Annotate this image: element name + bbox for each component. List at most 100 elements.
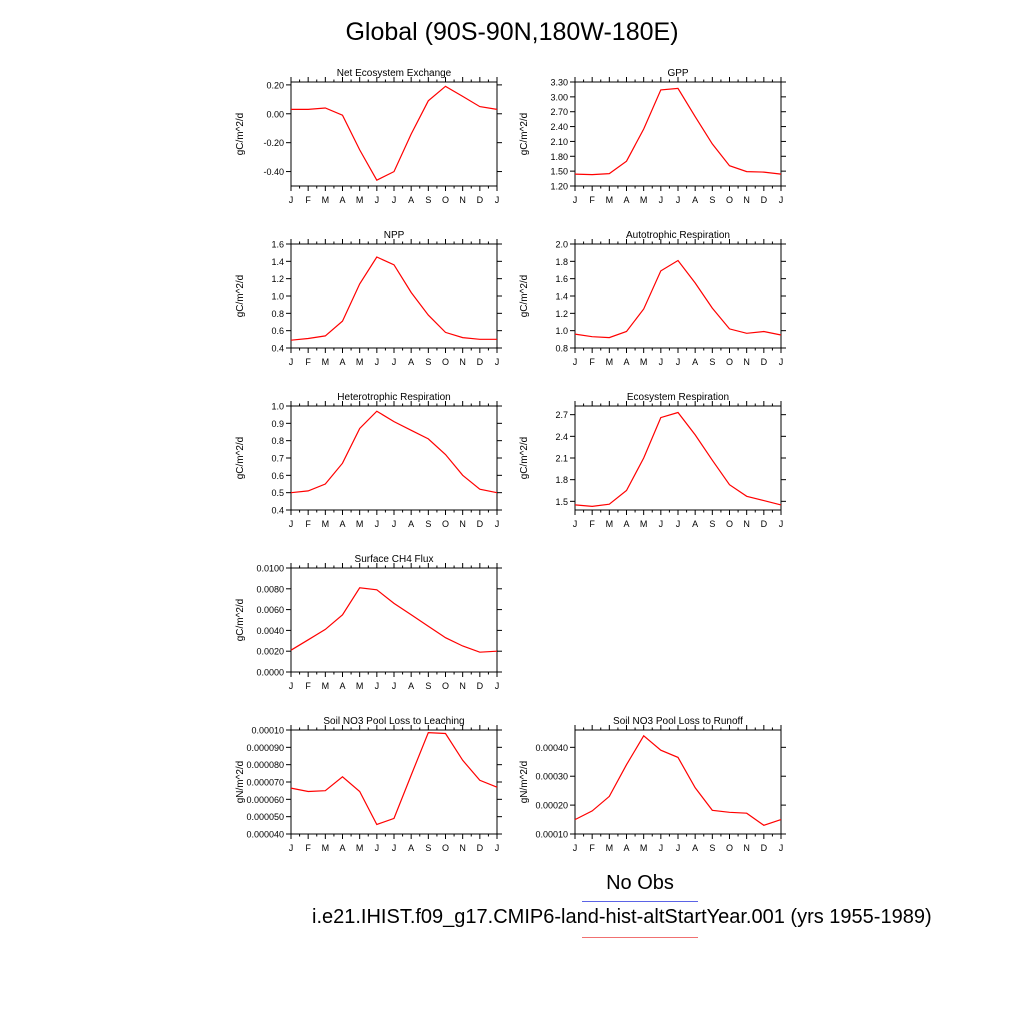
x-tick-label: D <box>477 357 484 367</box>
x-tick-label: M <box>322 357 330 367</box>
x-tick-label: M <box>322 195 330 205</box>
x-tick-label: M <box>640 843 648 853</box>
chart-title: NPP <box>384 230 405 241</box>
x-tick-label: F <box>589 357 595 367</box>
y-tick-label: 1.2 <box>271 274 284 284</box>
x-tick-label: M <box>356 681 364 691</box>
x-tick-label: M <box>606 357 614 367</box>
x-tick-label: S <box>425 195 431 205</box>
y-tick-label: 0.9 <box>271 419 284 429</box>
x-tick-label: A <box>339 357 345 367</box>
x-tick-label: M <box>606 195 614 205</box>
plot-frame <box>290 567 498 673</box>
y-tick-label: 0.0040 <box>256 626 284 636</box>
x-tick-label: O <box>442 357 449 367</box>
y-tick-label: 0.00030 <box>535 772 568 782</box>
x-tick-label: M <box>322 843 330 853</box>
x-tick-label: A <box>623 357 629 367</box>
chart-title: Surface CH4 Flux <box>355 554 434 565</box>
x-tick-label: O <box>726 357 733 367</box>
y-tick-label: 1.6 <box>271 240 284 250</box>
series-line <box>290 587 498 653</box>
x-tick-label: A <box>339 519 345 529</box>
x-tick-label: F <box>305 843 311 853</box>
x-tick-label: O <box>726 519 733 529</box>
x-tick-label: M <box>606 519 614 529</box>
y-tick-label: 0.00010 <box>535 830 568 840</box>
y-tick-label: 0.8 <box>555 344 568 354</box>
x-tick-label: M <box>322 519 330 529</box>
y-axis-label: gC/m^2/d <box>519 437 530 480</box>
y-tick-label: 0.6 <box>271 326 284 336</box>
x-tick-label: J <box>375 195 380 205</box>
chart-title: Autotrophic Respiration <box>626 230 730 241</box>
x-tick-label: A <box>408 195 414 205</box>
x-tick-label: J <box>495 195 500 205</box>
x-tick-label: J <box>573 843 578 853</box>
x-tick-label: J <box>375 357 380 367</box>
x-tick-label: N <box>459 681 466 691</box>
y-tick-label: 1.8 <box>555 475 568 485</box>
x-tick-label: D <box>477 681 484 691</box>
x-tick-label: D <box>477 843 484 853</box>
y-axis-label: gC/m^2/d <box>519 113 530 156</box>
y-tick-label: 0.00 <box>266 109 284 119</box>
x-tick-label: D <box>477 195 484 205</box>
y-tick-label: 2.0 <box>555 240 568 250</box>
y-tick-label: 1.0 <box>271 292 284 302</box>
chart-title: GPP <box>667 68 688 79</box>
x-tick-label: J <box>659 357 664 367</box>
y-tick-label: 0.5 <box>271 488 284 498</box>
x-tick-label: N <box>743 519 750 529</box>
x-tick-label: M <box>606 843 614 853</box>
y-tick-label: 2.1 <box>555 454 568 464</box>
x-tick-label: M <box>356 843 364 853</box>
x-tick-label: S <box>709 195 715 205</box>
x-tick-label: J <box>779 843 784 853</box>
y-tick-label: 1.5 <box>555 497 568 507</box>
chart-title: Soil NO3 Pool Loss to Leaching <box>323 716 464 727</box>
x-tick-label: F <box>589 843 595 853</box>
y-tick-label: 0.4 <box>271 506 284 516</box>
chart-title: Ecosystem Respiration <box>627 392 729 403</box>
x-tick-label: M <box>640 195 648 205</box>
x-tick-label: S <box>425 681 431 691</box>
x-tick-label: A <box>339 195 345 205</box>
y-tick-label: 1.8 <box>555 257 568 267</box>
y-tick-label: 1.20 <box>550 182 568 192</box>
y-axis-label: gC/m^2/d <box>519 275 530 318</box>
x-tick-label: A <box>339 681 345 691</box>
y-tick-label: 1.0 <box>555 326 568 336</box>
y-tick-label: 0.8 <box>271 309 284 319</box>
y-axis-label: gC/m^2/d <box>235 113 246 156</box>
y-tick-label: 0.000050 <box>246 812 284 822</box>
x-tick-label: N <box>743 195 750 205</box>
x-tick-label: M <box>640 519 648 529</box>
legend-case-line <box>582 937 698 938</box>
series-line <box>574 259 782 339</box>
x-tick-label: J <box>495 843 500 853</box>
x-tick-label: O <box>442 681 449 691</box>
x-tick-label: S <box>425 519 431 529</box>
series-line <box>574 87 782 176</box>
x-tick-label: J <box>659 195 664 205</box>
x-tick-label: J <box>779 195 784 205</box>
chart-title: Net Ecosystem Exchange <box>337 68 452 79</box>
x-tick-label: J <box>375 519 380 529</box>
y-axis-label: gC/m^2/d <box>235 437 246 480</box>
x-tick-label: J <box>495 519 500 529</box>
x-tick-label: N <box>743 843 750 853</box>
x-tick-label: A <box>692 843 698 853</box>
x-tick-label: J <box>676 843 681 853</box>
x-tick-label: J <box>392 195 397 205</box>
x-tick-label: J <box>375 681 380 691</box>
page-title: Global (90S-90N,180W-180E) <box>345 18 679 46</box>
x-tick-label: O <box>726 843 733 853</box>
y-tick-label: 1.4 <box>271 257 284 267</box>
y-tick-label: 0.7 <box>271 454 284 464</box>
y-tick-label: 0.000070 <box>246 778 284 788</box>
y-tick-label: 2.10 <box>550 137 568 147</box>
series-line <box>290 410 498 494</box>
